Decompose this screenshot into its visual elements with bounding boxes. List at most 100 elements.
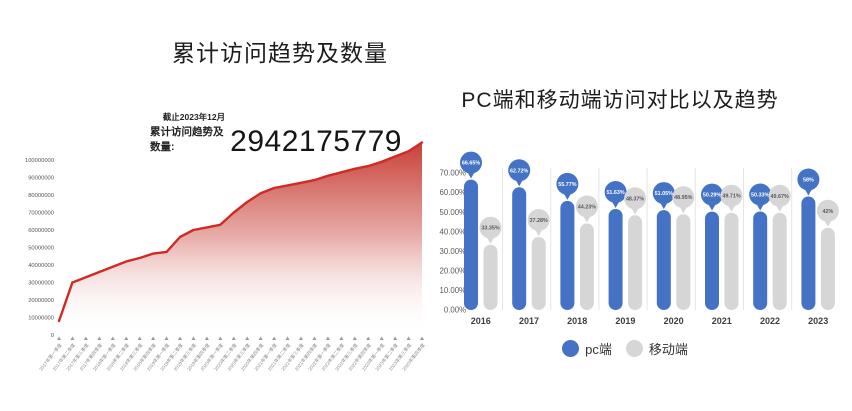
balloon-value-label: 50.29% [703,193,721,199]
y-axis-label: 80000000 [28,193,54,199]
balloon-icon [604,181,627,203]
x-tick-icon [406,336,411,340]
x-tick-icon [339,336,344,340]
balloon-icon [556,172,579,195]
balloon-icon [527,209,550,231]
x-tick-icon [83,336,88,340]
y-axis-label: 90000000 [28,176,54,182]
bar [676,214,691,310]
y-axis-label: 70000000 [28,211,54,217]
legend-item-pc: pc端 [562,339,612,358]
y-axis-label: 60.00% [440,188,467,197]
balloon-value-label: 48.37% [626,196,644,202]
x-tick-icon [191,336,196,340]
balloon-icon [768,184,791,207]
balloon-value-label: 48.95% [674,195,692,201]
pc-legend-label: pc端 [585,341,612,357]
area-fill [59,142,422,335]
x-axis-label: 2016 [471,316,491,326]
balloon-value-label: 49.67% [771,194,789,200]
pc-legend-dot-icon [562,339,580,357]
x-tick-icon [110,336,115,340]
x-tick-icon [124,336,129,340]
mobile-legend-dot-icon [625,339,643,357]
balloon-icon [460,151,482,174]
cumulative-chart-title: 累计访问趋势及数量 [172,40,388,66]
y-axis-label: 0 [51,333,54,339]
balloon-value-label: 51.63% [606,190,624,196]
balloon-icon [624,187,647,210]
x-tick-icon [245,336,250,340]
x-tick-icon [379,336,384,340]
bar [531,237,546,310]
balloon-icon [797,168,820,191]
balloon-value-label: 62.72% [510,168,528,174]
x-axis-label: 2020 [664,316,684,326]
balloon-icon [816,199,839,222]
bar [820,227,835,310]
balloon-value-label: 44.23% [578,204,596,210]
x-tick-icon [325,336,330,340]
legend-item-mobile: 移动端 [625,339,688,358]
x-axis-label: 2022 [760,316,780,326]
bar [608,209,623,310]
bar [464,179,478,310]
bar [705,211,719,310]
balloon-icon [652,182,675,205]
x-tick-icon [137,336,142,340]
x-tick-icon [420,336,424,340]
comparison-chart-title: PC端和移动端访问对比以及趋势 [461,89,779,112]
x-tick-icon [204,336,209,340]
x-tick-icon [272,336,277,340]
y-axis-label: 20.00% [440,267,467,276]
cumulative-annotation: 截止2023年12月 累计访问趋势及数量: 2942175779 [150,111,402,157]
y-axis-label: 30000000 [28,281,54,287]
y-axis-label: 40000000 [28,263,54,269]
balloon-icon [479,216,502,239]
y-axis-label: 10000000 [28,316,54,322]
trend-line [57,141,424,323]
y-axis-label: 10.00% [440,286,467,295]
bar [628,215,643,310]
cumulative-area-chart: 1000000009000000080000000700000006000000… [25,141,427,372]
balloon-value-label: 55.77% [558,182,576,188]
annotation-lines: 截止2023年12月 累计访问趋势及数量: [150,111,225,154]
cumulative-total-value: 2942175779 [230,125,402,158]
balloon-value-label: 37.28% [530,218,548,224]
x-tick-icon [178,336,182,340]
x-axis-label: 2021 [712,316,732,326]
y-axis-label: 50000000 [28,246,54,252]
balloon-icon [508,159,531,182]
y-axis-label: 40.00% [440,227,467,236]
pc-mobile-bar-chart: 0.00% 10.00% 20.00% 30.00% 40.00% 50.00% 60.00… [440,151,839,326]
balloon-value-label: 42% [823,209,834,215]
x-tick-icon [97,336,102,340]
balloon-value-label: 49.71% [722,194,740,200]
balloon-value-label: 58% [803,178,814,184]
x-axis-label: 2018 [567,316,587,326]
x-tick-icon [366,336,371,340]
balloon-value-label: 33.35% [481,226,499,232]
y-axis-label: 70.00% [440,169,467,178]
x-tick-icon [312,336,317,340]
x-tick-icon [164,336,169,340]
x-axis-label: 2017 [519,316,539,326]
x-axis-label: 2023 [808,316,828,326]
x-tick-icon [258,336,263,340]
bar [656,210,671,310]
bar [772,212,787,310]
balloon-icon [701,183,723,206]
x-tick-icon [151,336,156,340]
legend: pc端 移动端 [412,338,838,358]
balloon-value-label: 50.33% [751,193,769,199]
x-tick-icon [218,336,223,340]
bar [724,212,739,310]
balloon-icon [720,184,743,207]
x-tick-icon [393,336,398,340]
annotation-label: 累计访问趋势及数量: [150,126,224,153]
bar [512,187,527,310]
y-axis-label: 100000000 [25,158,54,164]
annotation-asof: 截止2023年12月 [162,112,226,122]
x-tick-icon [285,336,290,340]
